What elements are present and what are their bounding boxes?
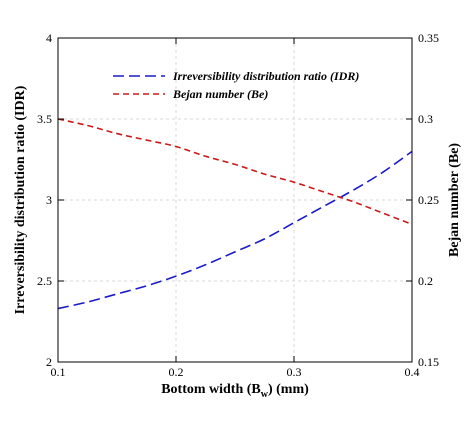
tick-marks (57, 37, 413, 363)
legend-label-idr: Irreversibility distribution ratio (IDR) (172, 69, 359, 83)
y-right-tick-label: 0.3 (418, 112, 433, 126)
x-tick-label: 0.2 (169, 365, 184, 379)
y-axis-left-title: Irreversibility distribution ratio (IDR) (13, 85, 28, 314)
y-right-tick-label: 0.15 (418, 355, 439, 369)
y-right-tick-label: 0.35 (418, 31, 439, 45)
x-tick-label: 0.3 (287, 365, 302, 379)
series-lines (57, 118, 413, 310)
x-axis-title-subscript: w (261, 389, 269, 400)
x-axis-title: Bottom width (Bw) (mm) (161, 382, 309, 400)
grid (58, 38, 412, 362)
legend: Irreversibility distribution ratio (IDR)… (113, 69, 359, 101)
y-axis-right-title: Bejan number (Be) (447, 143, 462, 257)
y-left-tick-label: 2 (46, 355, 52, 369)
x-tick-label: 0.1 (51, 365, 66, 379)
y-left-tick-label: 4 (46, 31, 52, 45)
y-left-tick-label: 3.5 (37, 112, 52, 126)
y-left-tick-label: 3 (46, 193, 52, 207)
tick-labels: 0.1 0.2 0.3 0.4 2 2.5 3 3.5 4 0.15 0.2 0.25 0.3 0.35 (37, 31, 439, 379)
series-line-be (57, 118, 413, 226)
series-line-idr (57, 150, 413, 310)
y-right-tick-label: 0.25 (418, 193, 439, 207)
y-left-tick-label: 2.5 (37, 274, 52, 288)
y-right-tick-label: 0.2 (418, 274, 433, 288)
legend-label-be: Bejan number (Be) (172, 87, 268, 101)
x-tick-label: 0.4 (405, 365, 420, 379)
